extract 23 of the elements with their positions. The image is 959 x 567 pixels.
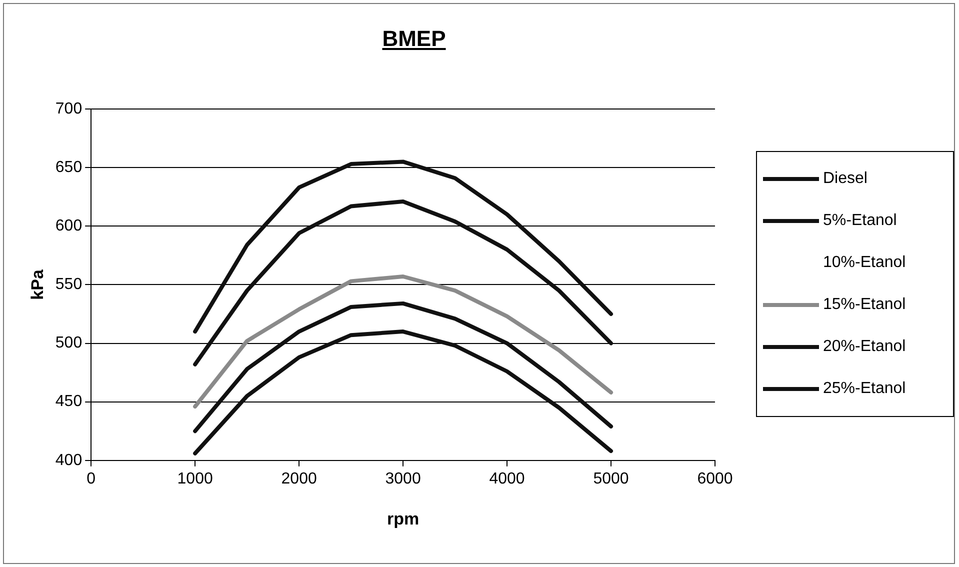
x-axis-title: rpm [386,509,420,528]
y-tick-label: 700 [55,100,82,118]
y-tick-label: 550 [55,276,82,294]
x-tick-label: 2000 [281,470,317,488]
x-tick-label: 3000 [385,470,421,488]
y-tick-label: 600 [55,218,82,235]
chart-title: BMEP [381,26,447,52]
y-tick-label: 450 [55,393,82,410]
legend-label: 20%-Etanol [823,338,906,356]
legend-label: 25%-Etanol [823,380,906,398]
y-tick-label: 650 [55,158,82,176]
x-tick-label: 1000 [177,470,213,488]
y-axis-title: kPa [28,269,47,300]
legend-label: 5%-Etanol [823,212,897,230]
x-tick-label: 6000 [697,470,733,488]
legend-label: 15%-Etanol [823,296,906,314]
x-tick-label: 0 [86,470,96,488]
text: 10%-Etanol [823,254,906,272]
x-tick-label: 5000 [593,470,629,488]
legend-label: Diesel [823,170,868,188]
y-tick-label: 400 [55,452,82,469]
y-tick-label: 500 [55,334,82,352]
x-tick-label: 4000 [489,470,525,488]
